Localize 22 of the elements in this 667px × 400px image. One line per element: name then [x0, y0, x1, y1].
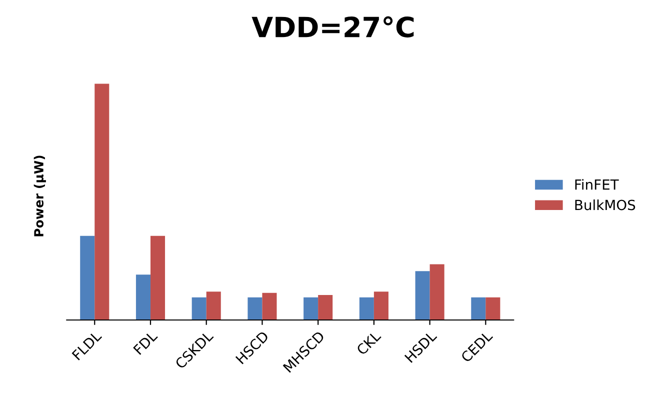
- bar: [359, 297, 374, 320]
- y-axis-title: Power (µW): [34, 156, 46, 236]
- bar: [80, 236, 95, 320]
- bar: [318, 294, 333, 320]
- bar: [248, 297, 262, 320]
- bar: [430, 264, 444, 320]
- bar: [94, 84, 110, 320]
- bar: [262, 292, 277, 320]
- bar: [150, 236, 166, 320]
- bar: [192, 297, 206, 320]
- bar: [415, 271, 430, 320]
- bar: [206, 292, 221, 320]
- chart-title: VDD=27°C: [252, 16, 414, 38]
- x-tick-label: CKL: [356, 330, 382, 356]
- legend-label: BulkMOS: [575, 199, 636, 210]
- bar: [486, 297, 500, 320]
- bar: [374, 292, 388, 320]
- legend-label: FinFET: [575, 179, 619, 190]
- bar: [471, 297, 486, 320]
- x-tick-label: FDL: [133, 330, 158, 355]
- bar: [136, 274, 150, 320]
- bar: [304, 297, 318, 320]
